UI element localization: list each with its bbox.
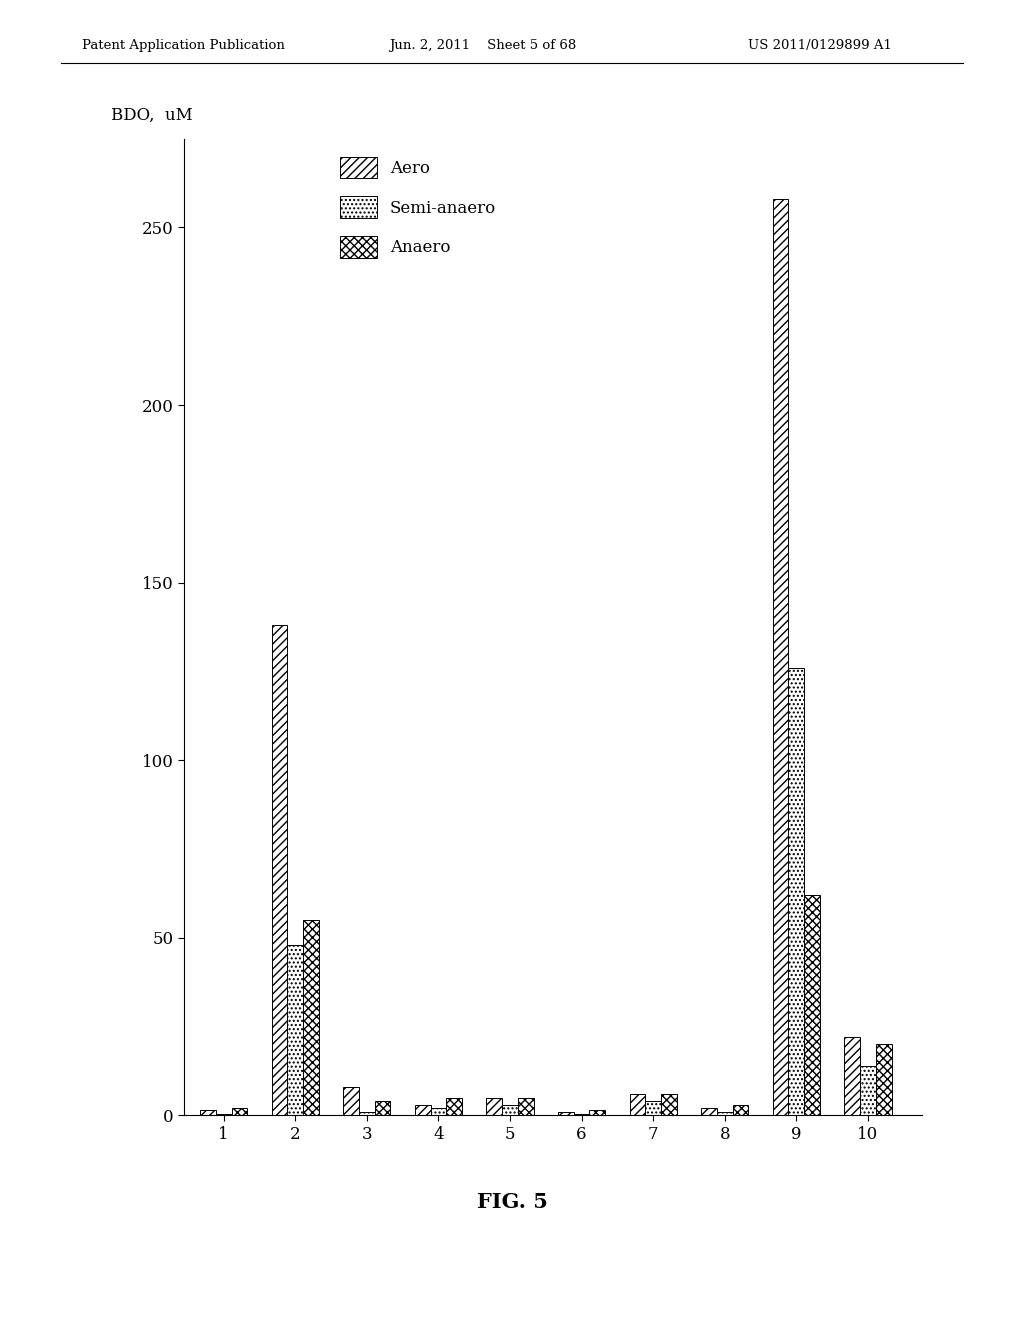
Legend: Aero, Semi-anaero, Anaero: Aero, Semi-anaero, Anaero	[340, 157, 497, 257]
Bar	[343, 1086, 359, 1115]
Text: BDO,  uM: BDO, uM	[111, 107, 193, 124]
Bar	[558, 1111, 573, 1115]
Bar	[231, 1109, 248, 1115]
Bar	[288, 945, 303, 1115]
Bar	[590, 1110, 605, 1115]
Bar	[415, 1105, 430, 1115]
Bar	[804, 895, 820, 1115]
Bar	[375, 1101, 390, 1115]
Text: US 2011/0129899 A1: US 2011/0129899 A1	[748, 38, 892, 51]
Bar	[845, 1038, 860, 1115]
Bar	[773, 199, 788, 1115]
Bar	[860, 1065, 876, 1115]
Bar	[446, 1098, 462, 1115]
Bar	[876, 1044, 892, 1115]
Bar	[662, 1094, 677, 1115]
Bar	[717, 1111, 732, 1115]
Bar	[645, 1101, 662, 1115]
Bar	[200, 1110, 216, 1115]
Bar	[271, 626, 288, 1115]
Bar	[701, 1109, 717, 1115]
Text: FIG. 5: FIG. 5	[476, 1192, 548, 1212]
Bar	[502, 1105, 518, 1115]
Text: Patent Application Publication: Patent Application Publication	[82, 38, 285, 51]
Bar	[303, 920, 318, 1115]
Bar	[486, 1098, 502, 1115]
Bar	[788, 668, 804, 1115]
Bar	[630, 1094, 645, 1115]
Text: Jun. 2, 2011    Sheet 5 of 68: Jun. 2, 2011 Sheet 5 of 68	[389, 38, 577, 51]
Bar	[216, 1114, 231, 1115]
Bar	[732, 1105, 749, 1115]
Bar	[518, 1098, 534, 1115]
Bar	[430, 1109, 446, 1115]
Bar	[359, 1111, 375, 1115]
